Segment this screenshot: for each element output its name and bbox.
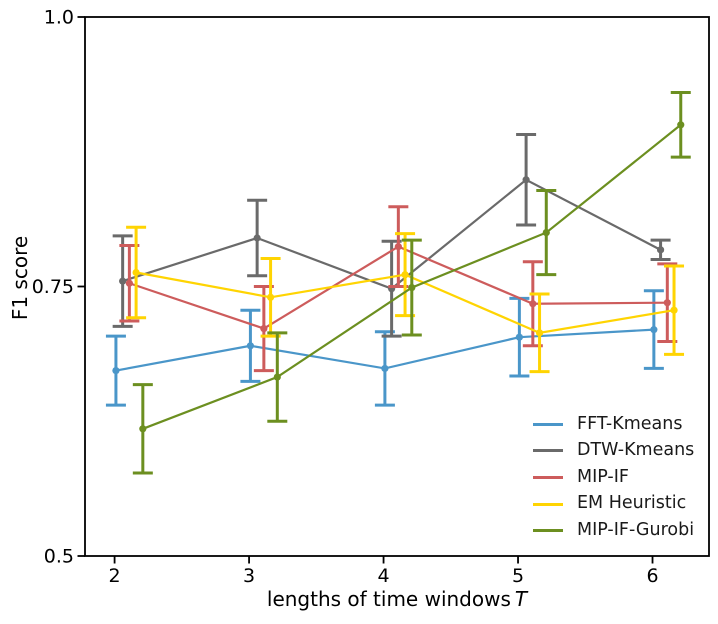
data-point-marker (273, 373, 281, 381)
x-axis-label: lengths of time windows T (267, 587, 527, 611)
data-point-marker (677, 121, 685, 129)
data-point-marker (246, 342, 255, 350)
data-point-marker (139, 425, 147, 433)
data-point-marker (656, 246, 665, 254)
y-axis-label-text: F1 score (8, 235, 32, 321)
data-point-marker (522, 176, 530, 184)
legend-label: MIP-IF-Gurobi (577, 519, 695, 540)
legend-line-swatch (533, 422, 563, 426)
legend-line-swatch (533, 529, 563, 533)
legend-line-swatch (533, 449, 563, 453)
legend-label: DTW-Kmeans (577, 440, 695, 461)
legend-item-mip-if-gurobi: MIP-IF-Gurobi (533, 517, 694, 544)
data-point-marker (515, 333, 523, 341)
series-em-heuristic (126, 225, 685, 374)
x-tick-label: 5 (512, 565, 524, 587)
data-point-marker (125, 279, 133, 287)
legend-line-swatch (533, 475, 563, 479)
legend-label: EM Heuristic (577, 493, 687, 514)
data-point-marker (535, 329, 544, 337)
y-tick-label: 0.5 (44, 546, 74, 568)
data-point-marker (253, 234, 261, 242)
data-point-marker (119, 277, 127, 285)
x-tick-label: 2 (109, 565, 121, 587)
data-point-marker (112, 366, 120, 375)
legend-line-swatch (533, 502, 563, 506)
data-point-marker (381, 364, 389, 373)
series-dtw-kmeans (112, 133, 671, 338)
y-axis-label: F1 score (8, 236, 32, 320)
data-point-marker (529, 300, 537, 308)
data-point-marker (670, 306, 678, 314)
series-fft-kmeans (105, 289, 664, 407)
legend-item-em-heuristic: EM Heuristic (533, 491, 694, 518)
legend-label: MIP-IF (577, 466, 629, 487)
data-point-marker (266, 293, 275, 301)
data-point-marker (650, 326, 658, 334)
x-axis-label-text: lengths of time windows (266, 587, 511, 611)
legend-item-fft-kmeans: FFT-Kmeans (533, 411, 694, 438)
y-tick-label: 1.0 (44, 7, 74, 29)
x-tick-label: 3 (243, 565, 255, 587)
y-tick-label: 0.75 (32, 276, 74, 298)
data-point-marker (260, 324, 268, 333)
data-point-marker (663, 299, 671, 307)
series-mip-if-gurobi (132, 90, 691, 475)
legend: FFT-Kmeans DTW-Kmeans MIP-IF EM Heuristic MI… (533, 411, 694, 544)
x-axis-label-variable: T (514, 587, 528, 611)
legend-item-dtw-kmeans: DTW-Kmeans (533, 438, 694, 465)
data-point-marker (408, 283, 416, 292)
legend-item-mip-if: MIP-IF (533, 464, 694, 491)
data-point-marker (394, 243, 402, 251)
series-mip-if (119, 205, 678, 373)
x-tick-label: 4 (378, 565, 390, 587)
data-point-marker (132, 268, 140, 277)
data-point-marker (542, 229, 550, 237)
x-tick-label: 6 (646, 565, 658, 587)
data-point-marker (401, 271, 409, 279)
legend-label: FFT-Kmeans (577, 413, 683, 434)
